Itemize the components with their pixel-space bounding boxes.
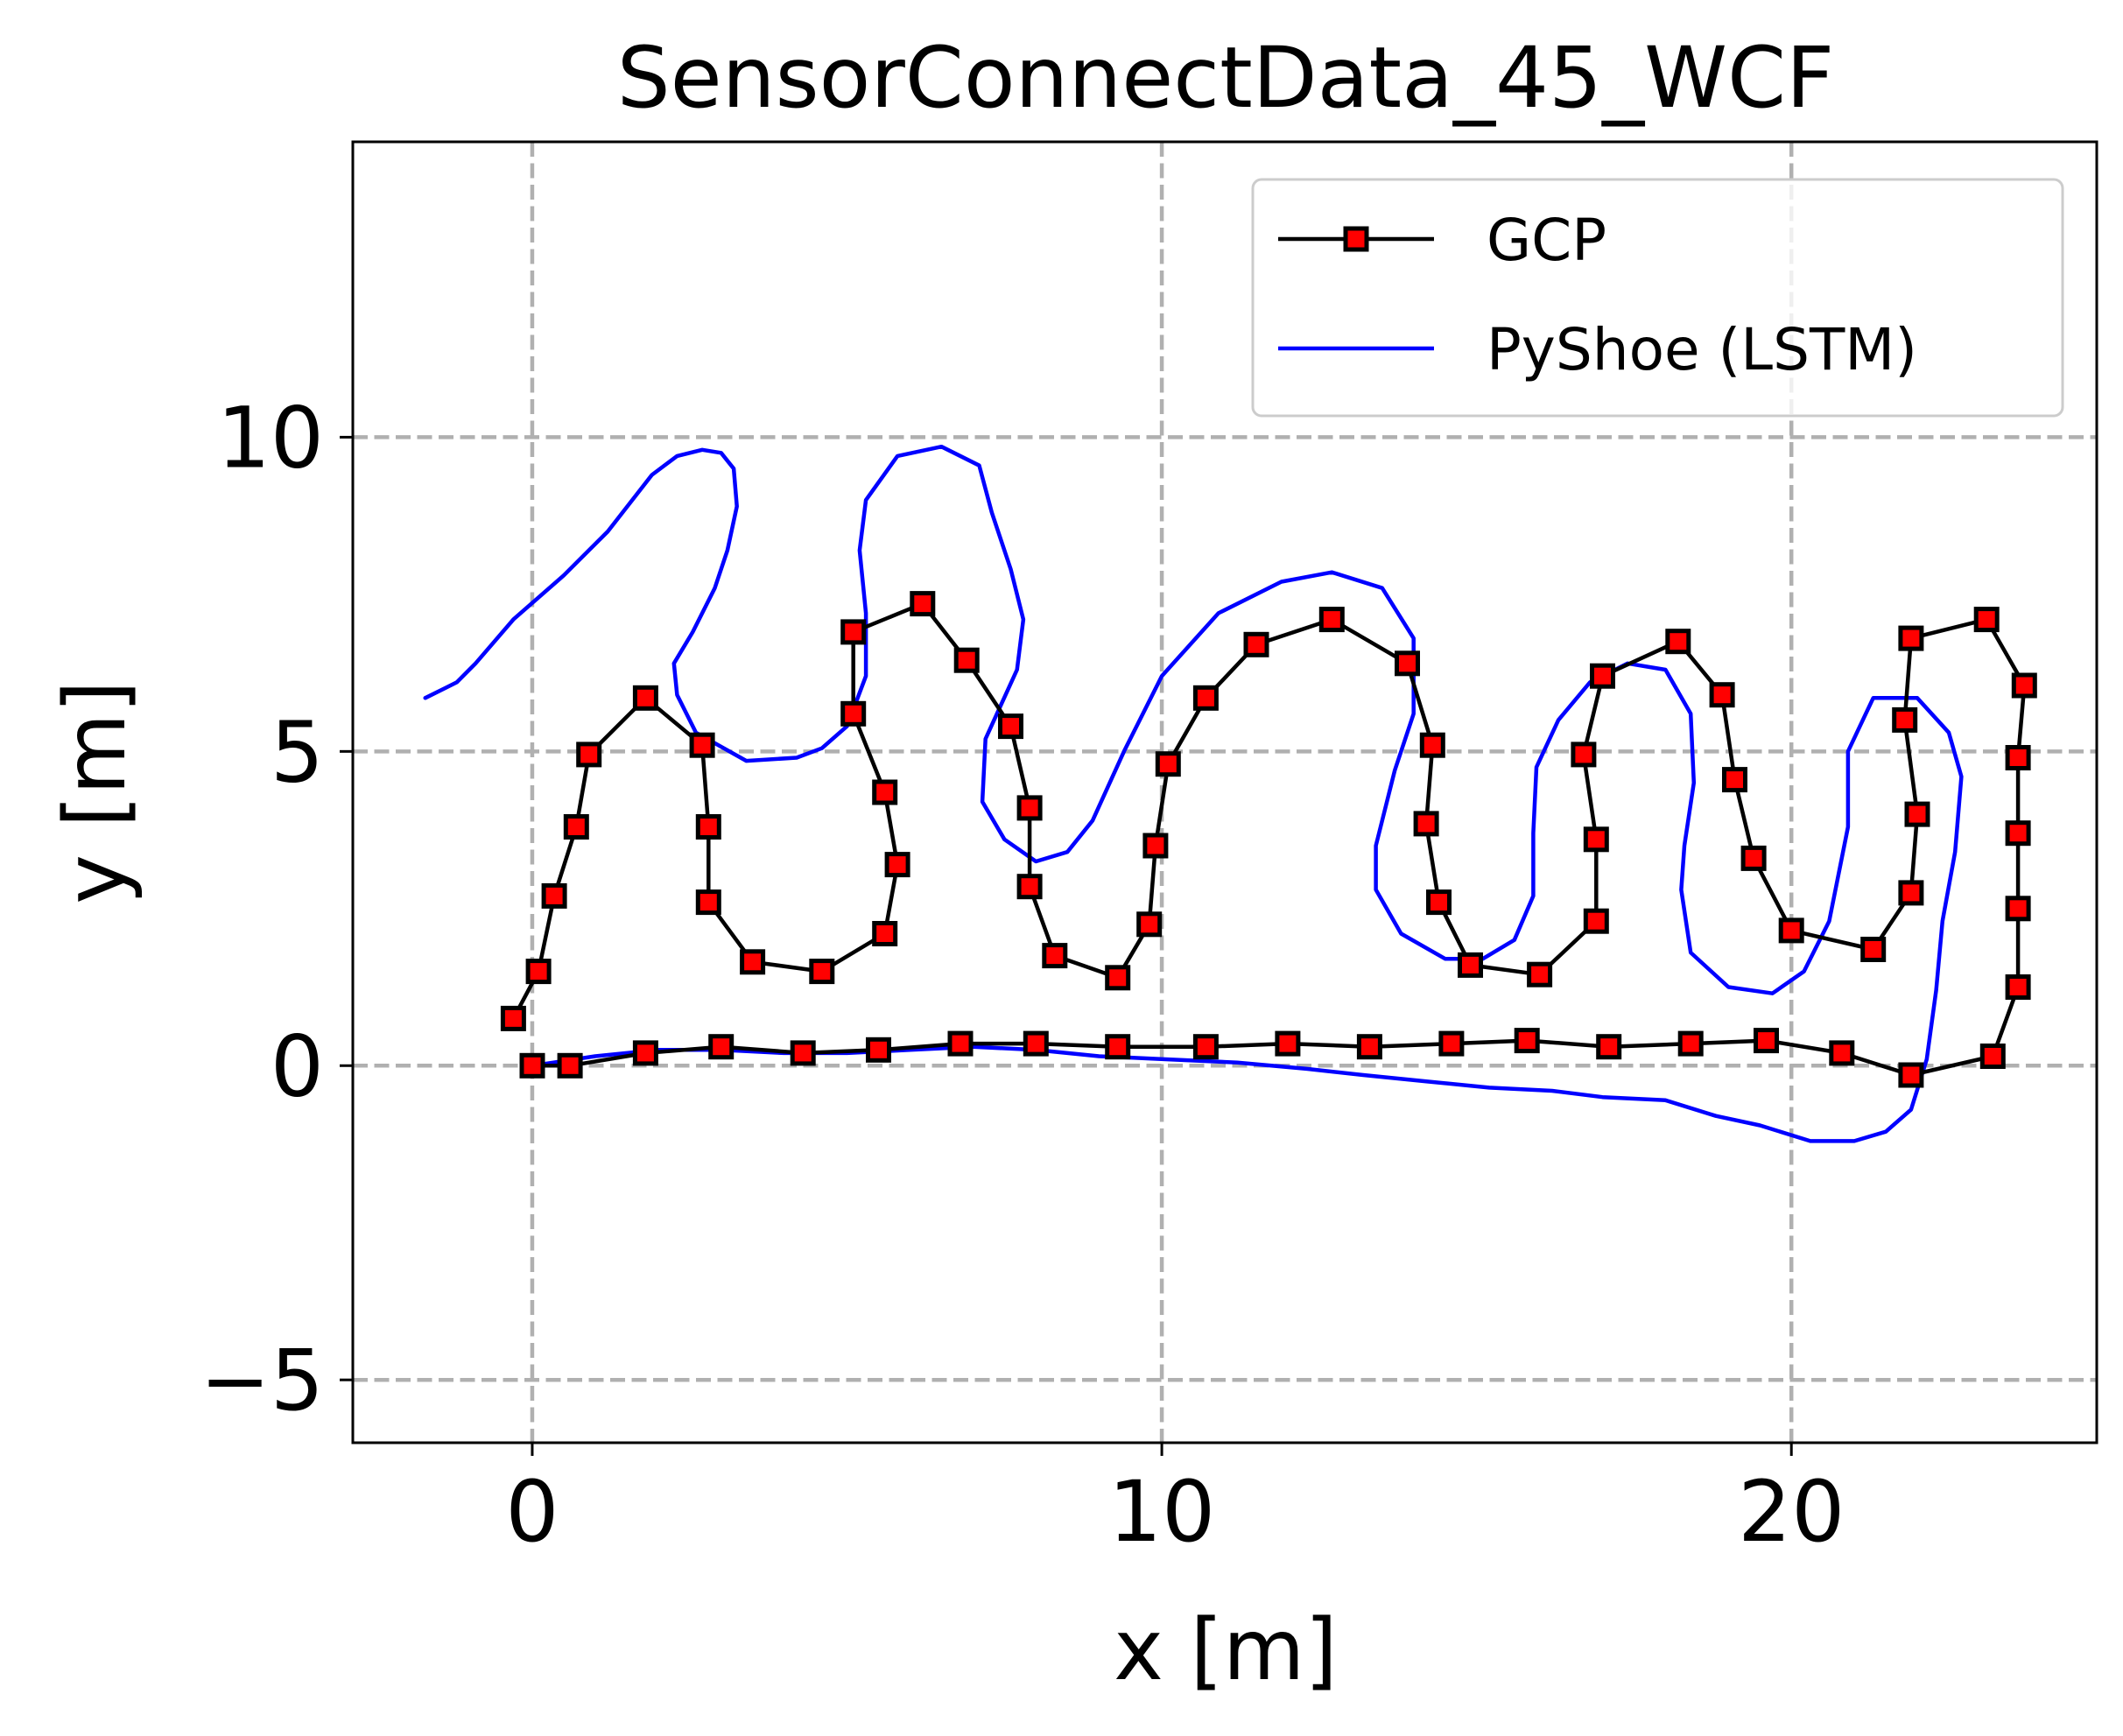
- gcp-point: [1192, 1034, 1219, 1060]
- gcp-point: [1426, 889, 1452, 916]
- gcp-point: [840, 619, 867, 645]
- legend-box: [1251, 178, 2064, 418]
- gcp-point: [910, 591, 936, 617]
- gcp-point: [1243, 631, 1269, 657]
- plot-area: [423, 444, 2037, 1143]
- gcp-point: [1590, 663, 1615, 689]
- gcp-point: [695, 889, 721, 916]
- gcp-point: [866, 1037, 891, 1063]
- gcp-point: [1829, 1040, 1855, 1066]
- gcp-point: [1155, 751, 1181, 777]
- legend-pyshoe-label: PyShoe (LSTM): [1487, 316, 1917, 383]
- gcp-point: [1898, 1062, 1924, 1088]
- legend-gcp-marker: [1343, 226, 1369, 252]
- gcp-point: [1677, 1030, 1704, 1057]
- x-tick-label: 10: [1108, 1463, 1215, 1561]
- x-tick-label: 0: [505, 1463, 559, 1561]
- gcp-point: [809, 959, 835, 985]
- gcp-point: [632, 685, 658, 711]
- gcp-point: [1356, 1034, 1382, 1060]
- gcp-point: [953, 647, 980, 673]
- gcp-point: [1438, 1030, 1465, 1057]
- gcp-point: [1105, 965, 1131, 991]
- gcp-point: [1979, 1044, 2006, 1069]
- gcp-point: [632, 1040, 658, 1066]
- gcp-point: [689, 732, 715, 758]
- gcp-point: [790, 1040, 816, 1066]
- gcp-point: [695, 814, 721, 840]
- gcp-point: [1527, 961, 1553, 987]
- gcp-point: [2005, 745, 2031, 770]
- y-axis-ticks: −5 0 5 10: [200, 389, 353, 1430]
- gcp-point: [872, 921, 898, 946]
- gcp-point: [2011, 672, 2037, 699]
- gcp-point: [1275, 1030, 1301, 1057]
- gcp-point: [840, 700, 867, 727]
- legend: GCP PyShoe (LSTM): [1251, 178, 2064, 418]
- gcp-point: [1016, 795, 1043, 821]
- gcp-point: [1023, 1030, 1049, 1057]
- x-axis-label: x [m]: [1114, 1601, 1338, 1699]
- gcp-point: [740, 949, 766, 975]
- gcp-point: [1754, 1028, 1779, 1054]
- gcp-point: [1778, 917, 1804, 944]
- gcp-point: [1583, 908, 1609, 934]
- gcp-point: [1860, 937, 1887, 962]
- gcp-point: [2005, 974, 2031, 1000]
- gcp-point: [519, 1052, 545, 1079]
- y-tick-label: 0: [271, 1017, 324, 1115]
- gcp-point: [1458, 952, 1483, 978]
- gcp-point: [1898, 625, 1924, 651]
- gcp-point: [1596, 1034, 1622, 1060]
- gcp-point: [525, 959, 552, 985]
- gcp-point: [708, 1034, 735, 1060]
- gcp-point: [1514, 1028, 1540, 1054]
- gcp-point: [1665, 629, 1691, 655]
- gcp-point: [1973, 607, 2000, 633]
- legend-gcp-label: GCP: [1487, 207, 1606, 274]
- gcp-point: [1722, 767, 1747, 793]
- gcp-point: [1904, 801, 1930, 827]
- gcp-point: [500, 1005, 526, 1031]
- gcp-point: [1318, 607, 1345, 633]
- gcp-point: [998, 713, 1023, 740]
- gcp-point: [1105, 1034, 1131, 1060]
- gcp-point: [541, 882, 567, 909]
- gcp-point: [563, 814, 589, 840]
- gcp-point: [947, 1030, 974, 1057]
- gcp-point: [1419, 732, 1445, 758]
- gcp-point: [884, 852, 910, 878]
- gcp-point: [1583, 826, 1609, 853]
- gcp-point: [1571, 741, 1597, 768]
- x-axis-ticks: 0 10 20: [505, 1443, 1845, 1561]
- x-tick-label: 20: [1738, 1463, 1845, 1561]
- gcp-point: [576, 741, 602, 768]
- gcp-point: [1709, 682, 1735, 708]
- gcp-point: [1413, 811, 1439, 837]
- y-tick-label: −5: [200, 1332, 324, 1430]
- y-tick-label: 5: [271, 703, 324, 801]
- gcp-point: [1142, 833, 1169, 859]
- gcp-point: [1192, 685, 1219, 711]
- y-tick-label: 10: [217, 389, 324, 487]
- gcp-point: [2005, 820, 2031, 847]
- gcp-point: [2005, 896, 2031, 922]
- gcp-point: [1892, 706, 1918, 733]
- chart-title: SensorConnectData_45_WCF: [617, 29, 1835, 127]
- gcp-point: [1395, 650, 1420, 677]
- gcp-point: [1898, 880, 1924, 906]
- axes-frame: [351, 140, 2098, 1444]
- gcp-point: [1042, 943, 1068, 969]
- gcp-point: [557, 1052, 583, 1079]
- gcp-point: [1136, 911, 1163, 938]
- gcp-point: [872, 779, 898, 805]
- gcp-point: [1740, 845, 1767, 871]
- gcp-point: [1016, 874, 1043, 900]
- y-axis-label: y [m]: [46, 680, 144, 904]
